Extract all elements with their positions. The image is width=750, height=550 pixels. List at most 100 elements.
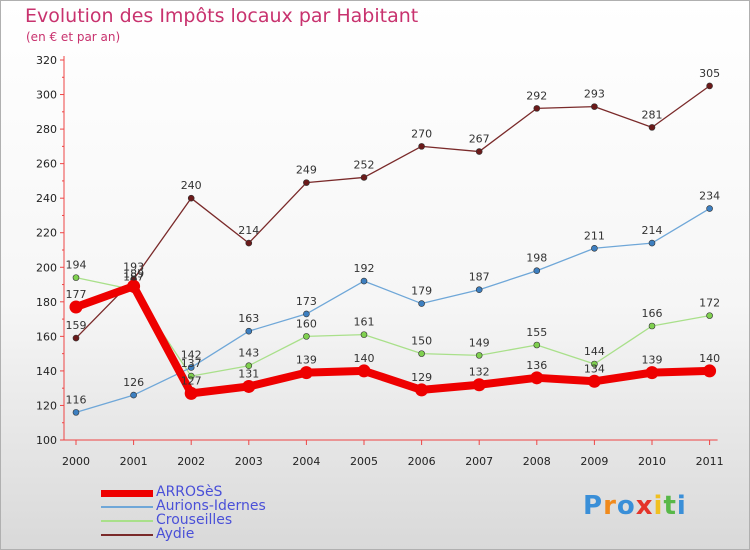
point <box>187 372 195 380</box>
data-label: 293 <box>584 88 605 101</box>
data-label: 189 <box>123 267 144 280</box>
data-label: 214 <box>642 224 663 237</box>
point <box>303 333 310 340</box>
y-tick-label: 220 <box>36 227 57 240</box>
point <box>184 386 198 400</box>
data-label: 194 <box>66 259 87 272</box>
series-line-arros-s <box>72 282 714 398</box>
data-label: 161 <box>354 316 375 329</box>
data-label: 177 <box>66 288 87 301</box>
series-line-crouseilles <box>75 276 711 377</box>
data-label: 159 <box>66 319 87 332</box>
data-label: 140 <box>354 352 375 365</box>
data-label: 129 <box>411 371 432 384</box>
point <box>706 82 713 90</box>
data-label: 249 <box>296 164 317 177</box>
data-label: 281 <box>642 108 663 121</box>
point <box>648 322 656 330</box>
data-label: 214 <box>238 224 259 237</box>
legend-swatch <box>101 489 153 497</box>
point <box>418 143 425 150</box>
data-label: 131 <box>238 367 259 380</box>
data-label: 144 <box>584 345 605 358</box>
point <box>303 179 310 186</box>
point <box>245 327 253 335</box>
x-tick-label: 2007 <box>465 455 493 468</box>
data-label: 163 <box>238 312 259 325</box>
data-label: 211 <box>584 229 605 242</box>
point <box>303 310 310 318</box>
proxiti-logo: Proxiti <box>583 491 687 521</box>
point <box>72 409 80 416</box>
chart-subtitle: (en € et par an) <box>26 30 121 44</box>
data-label: 150 <box>411 335 432 348</box>
data-label: 240 <box>181 179 202 192</box>
y-tick-label: 300 <box>36 89 57 102</box>
data-label: 137 <box>181 357 202 370</box>
data-label: 132 <box>469 366 490 379</box>
legend-swatch <box>101 520 153 522</box>
data-label: 136 <box>526 359 547 372</box>
legend-label: Aydie <box>156 526 195 542</box>
point <box>648 124 656 131</box>
point <box>587 374 601 388</box>
legend-label: Aurions-Idernes <box>156 498 266 514</box>
y-tick-label: 100 <box>36 434 57 447</box>
x-tick-label: 2003 <box>235 455 263 468</box>
point <box>415 383 429 397</box>
point <box>242 379 256 393</box>
data-label: 179 <box>411 285 432 298</box>
point <box>645 366 659 380</box>
x-tick-label: 2002 <box>177 455 205 468</box>
data-label: 143 <box>238 347 259 360</box>
point <box>418 350 425 357</box>
point <box>703 364 717 378</box>
data-label: 166 <box>642 307 663 320</box>
x-tick-label: 2009 <box>580 455 608 468</box>
point <box>127 279 141 293</box>
data-labels: 159 193 240 214 249 252 270 267 292 293 281 305 194 1… <box>66 67 721 406</box>
x-tick-label: 2011 <box>696 455 724 468</box>
data-label: 155 <box>526 326 547 339</box>
y-tick-label: 160 <box>36 330 57 343</box>
data-label: 139 <box>296 354 317 367</box>
point <box>72 274 80 281</box>
point <box>360 277 368 285</box>
data-label: 187 <box>123 271 144 284</box>
point <box>72 334 80 342</box>
y-tick-label: 120 <box>36 399 57 412</box>
data-label: 234 <box>699 190 720 203</box>
legend-label: Crouseilles <box>156 512 233 528</box>
y-tick-label: 320 <box>36 54 57 67</box>
point <box>533 341 541 349</box>
x-tick-label: 2005 <box>350 455 378 468</box>
data-label: 160 <box>296 317 317 330</box>
point <box>245 239 253 247</box>
data-label: 116 <box>66 393 87 406</box>
point <box>187 364 195 371</box>
point <box>530 371 544 385</box>
x-tick-label: 2010 <box>638 455 666 468</box>
data-label: 142 <box>181 348 202 361</box>
point <box>706 205 713 212</box>
point <box>475 148 483 155</box>
data-label: 292 <box>526 89 547 102</box>
x-tick-label: 2000 <box>62 455 90 468</box>
y-tick-label: 200 <box>36 261 57 274</box>
point <box>245 362 253 370</box>
point <box>360 331 368 338</box>
y-tick-label: 180 <box>36 296 57 309</box>
point <box>475 352 483 359</box>
point <box>472 378 486 392</box>
point <box>533 267 541 275</box>
y-tick-label: 140 <box>36 365 57 378</box>
data-label: 305 <box>699 67 720 80</box>
point <box>418 300 425 307</box>
point <box>475 286 483 294</box>
series-line-aydie <box>75 85 711 339</box>
point <box>591 103 598 110</box>
point <box>648 239 656 247</box>
y-tick-label: 280 <box>36 123 57 136</box>
data-label: 270 <box>411 127 432 140</box>
